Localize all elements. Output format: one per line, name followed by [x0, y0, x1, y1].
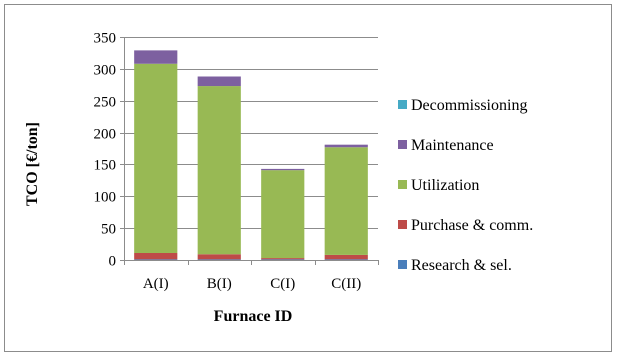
y-tick-label: 50	[101, 222, 116, 238]
y-tick-label: 300	[94, 63, 117, 79]
y-tick-label: 100	[94, 190, 117, 206]
bar-segment-A(I)-Research & sel.	[134, 259, 178, 260]
x-tick-label: B(I)	[207, 276, 232, 292]
y-tick-label: 250	[94, 95, 117, 111]
legend-label: Research & sel.	[411, 257, 512, 274]
x-tick-labels: A(I) B(I) C(I) C(II)	[143, 276, 361, 292]
x-tick-label: C(I)	[270, 276, 295, 292]
bar-segment-B(I)-Purchase & comm.	[197, 254, 241, 260]
bar-segment-A(I)-Purchase & comm.	[134, 252, 178, 260]
bar-segment-A(I)-Utilization	[134, 63, 178, 253]
axes	[124, 37, 379, 265]
legend-swatch	[398, 180, 407, 189]
legend-label: Purchase & comm.	[411, 217, 533, 234]
y-tick-labels: 0 50 100 150 200 250 300 350	[94, 31, 117, 270]
x-axis-title: Furnace ID	[214, 308, 293, 325]
legend-swatch	[398, 140, 407, 149]
legend-swatch	[398, 260, 407, 269]
bar-segment-B(I)-Utilization	[197, 86, 241, 255]
legend-swatch	[398, 100, 407, 109]
x-tick-label: A(I)	[143, 276, 169, 292]
y-axis-title: TCO [€/ton]	[24, 122, 41, 206]
legend-label: Maintenance	[411, 137, 494, 154]
bar-segment-B(I)-Maintenance	[197, 76, 241, 87]
bar-segment-C(II)-Utilization	[324, 147, 368, 255]
bars	[134, 50, 368, 260]
bar-segment-C(I)-Utilization	[261, 170, 305, 259]
y-tick-label: 150	[94, 158, 117, 174]
bar-segment-C(I)-Purchase & comm.	[261, 258, 305, 260]
x-tick-label: C(II)	[331, 276, 361, 292]
legend-label: Decommissioning	[411, 97, 527, 114]
bar-segment-A(I)-Maintenance	[134, 50, 178, 64]
y-tick-label: 350	[94, 31, 117, 47]
bar-segment-C(II)-Research & sel.	[324, 259, 368, 260]
legend-label: Utilization	[411, 177, 479, 194]
bar-segment-B(I)-Research & sel.	[197, 259, 241, 260]
bar-segment-C(I)-Maintenance	[261, 168, 305, 171]
bar-segment-C(II)-Maintenance	[324, 144, 368, 148]
chart-frame	[4, 4, 612, 352]
legend: Decommissioning Maintenance Utilization Pur…	[398, 97, 533, 274]
y-tick-label: 0	[109, 254, 117, 270]
y-tick-label: 200	[94, 127, 117, 143]
bar-segment-C(II)-Purchase & comm.	[324, 254, 368, 260]
bar-segment-C(I)-Research & sel.	[261, 259, 305, 260]
legend-swatch	[398, 220, 407, 229]
